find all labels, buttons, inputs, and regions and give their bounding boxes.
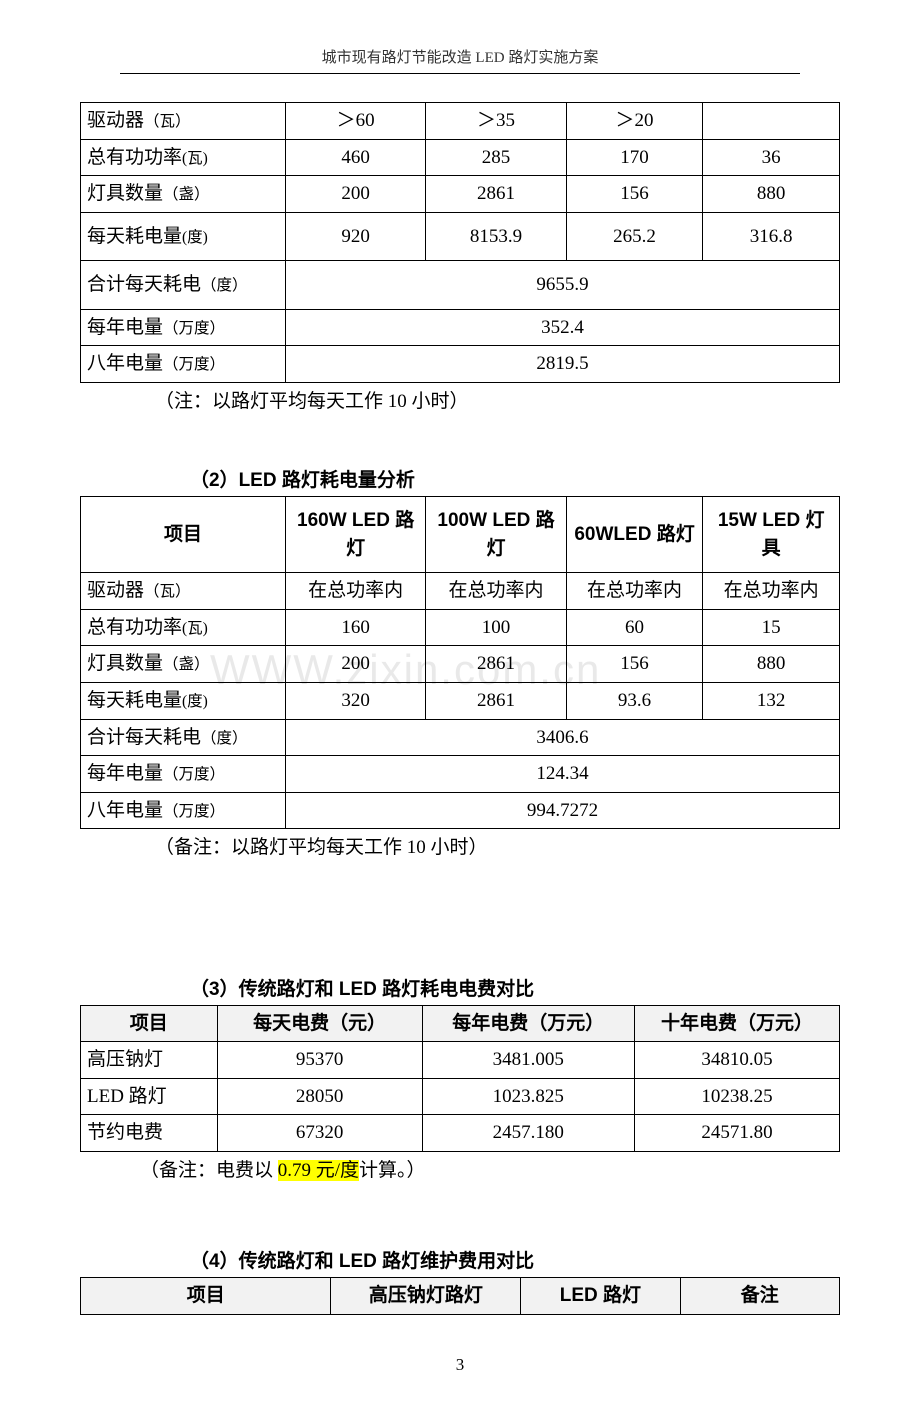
- column-header: 每年电费（万元）: [422, 1005, 635, 1042]
- row-label: 高压钠灯: [81, 1042, 218, 1079]
- row-label: 每年电量（万度）: [81, 309, 286, 346]
- cell-value: ＞35: [426, 103, 566, 140]
- cell-value: 93.6: [566, 682, 703, 719]
- cell-value: 2861: [426, 682, 566, 719]
- cell-value: 3481.005: [422, 1042, 635, 1079]
- table-led-power: 项目160W LED 路灯100W LED 路灯60WLED 路灯15W LED…: [80, 496, 840, 829]
- merged-value: 9655.9: [285, 261, 839, 310]
- cell-value: 156: [566, 646, 703, 683]
- cell-value: ＞20: [566, 103, 703, 140]
- row-label: 节约电费: [81, 1115, 218, 1152]
- row-label: 八年电量（万度）: [81, 346, 286, 383]
- cell-value: 95370: [217, 1042, 422, 1079]
- merged-value: 994.7272: [285, 792, 839, 829]
- cell-value: 170: [566, 139, 703, 176]
- cell-value: 67320: [217, 1115, 422, 1152]
- cell-value: 880: [703, 646, 840, 683]
- column-header: 160W LED 路灯: [285, 497, 425, 573]
- column-header: 100W LED 路灯: [426, 497, 566, 573]
- column-header: LED 路灯: [521, 1278, 680, 1315]
- merged-value: 2819.5: [285, 346, 839, 383]
- section2-title: （2）LED 路灯耗电量分析: [80, 465, 840, 492]
- cell-value: 200: [285, 646, 425, 683]
- cell-value: 在总功率内: [426, 573, 566, 610]
- cell-value: 24571.80: [635, 1115, 840, 1152]
- cell-value: 15: [703, 609, 840, 646]
- note3-post: 计算。）: [359, 1160, 426, 1181]
- cell-value: 1023.825: [422, 1078, 635, 1115]
- section2-note: （备注：以路灯平均每天工作 10 小时）: [80, 833, 840, 863]
- column-header: 15W LED 灯具: [703, 497, 840, 573]
- row-label: 总有功功率(瓦): [81, 609, 286, 646]
- merged-value: 352.4: [285, 309, 839, 346]
- cell-value: 316.8: [703, 212, 840, 261]
- row-label: 驱动器（瓦）: [81, 573, 286, 610]
- cell-value: 132: [703, 682, 840, 719]
- row-label: 每天耗电量(度): [81, 682, 286, 719]
- row-label: LED 路灯: [81, 1078, 218, 1115]
- cell-value: 156: [566, 176, 703, 213]
- cell-value: 36: [703, 139, 840, 176]
- row-label: 驱动器（瓦）: [81, 103, 286, 140]
- row-label: 合计每天耗电（度）: [81, 261, 286, 310]
- table-power-consumption-1: 驱动器（瓦）＞60＞35＞20 总有功功率(瓦)46028517036 灯具数量（盏…: [80, 102, 840, 383]
- cell-value: 320: [285, 682, 425, 719]
- cell-value: 34810.05: [635, 1042, 840, 1079]
- row-label: 每年电量（万度）: [81, 756, 286, 793]
- cell-value: 10238.25: [635, 1078, 840, 1115]
- cell-value: 285: [426, 139, 566, 176]
- column-header: 60WLED 路灯: [566, 497, 703, 573]
- column-header: 每天电费（元）: [217, 1005, 422, 1042]
- header-divider: [120, 73, 800, 74]
- column-header: 项目: [81, 1005, 218, 1042]
- cell-value: 100: [426, 609, 566, 646]
- table1-note: （注：以路灯平均每天工作 10 小时）: [80, 387, 840, 417]
- cell-value: 在总功率内: [285, 573, 425, 610]
- column-header: 项目: [81, 497, 286, 573]
- row-label: 八年电量（万度）: [81, 792, 286, 829]
- cell-value: 200: [285, 176, 425, 213]
- row-label: 合计每天耗电（度）: [81, 719, 286, 756]
- note3-pre: （备注：电费以: [140, 1160, 278, 1181]
- page-number: 3: [80, 1355, 840, 1375]
- table-cost-compare: 项目每天电费（元）每年电费（万元）十年电费（万元） 高压钠灯953703481.0…: [80, 1005, 840, 1152]
- column-header: 项目: [81, 1278, 331, 1315]
- note3-highlight: 0.79 元/度: [278, 1160, 359, 1181]
- cell-value: 2861: [426, 646, 566, 683]
- cell-value: 160: [285, 609, 425, 646]
- row-label: 灯具数量（盏）: [81, 176, 286, 213]
- merged-value: 3406.6: [285, 719, 839, 756]
- column-header: 备注: [680, 1278, 839, 1315]
- cell-value: 8153.9: [426, 212, 566, 261]
- cell-value: 28050: [217, 1078, 422, 1115]
- cell-value: 920: [285, 212, 425, 261]
- cell-value: [703, 103, 840, 140]
- row-label: 每天耗电量(度): [81, 212, 286, 261]
- section4-title: （4）传统路灯和 LED 路灯维护费用对比: [80, 1246, 840, 1273]
- section3-title: （3）传统路灯和 LED 路灯耗电电费对比: [80, 974, 840, 1001]
- cell-value: ＞60: [285, 103, 425, 140]
- cell-value: 2457.180: [422, 1115, 635, 1152]
- merged-value: 124.34: [285, 756, 839, 793]
- cell-value: 880: [703, 176, 840, 213]
- cell-value: 460: [285, 139, 425, 176]
- section3-note: （备注：电费以 0.79 元/度计算。）: [80, 1156, 840, 1186]
- column-header: 高压钠灯路灯: [331, 1278, 521, 1315]
- table-maintenance-compare: 项目高压钠灯路灯LED 路灯备注: [80, 1277, 840, 1315]
- row-label: 灯具数量（盏）: [81, 646, 286, 683]
- row-label: 总有功功率(瓦): [81, 139, 286, 176]
- cell-value: 2861: [426, 176, 566, 213]
- cell-value: 265.2: [566, 212, 703, 261]
- cell-value: 在总功率内: [566, 573, 703, 610]
- page-header: 城市现有路灯节能改造 LED 路灯实施方案: [80, 46, 840, 67]
- cell-value: 60: [566, 609, 703, 646]
- cell-value: 在总功率内: [703, 573, 840, 610]
- column-header: 十年电费（万元）: [635, 1005, 840, 1042]
